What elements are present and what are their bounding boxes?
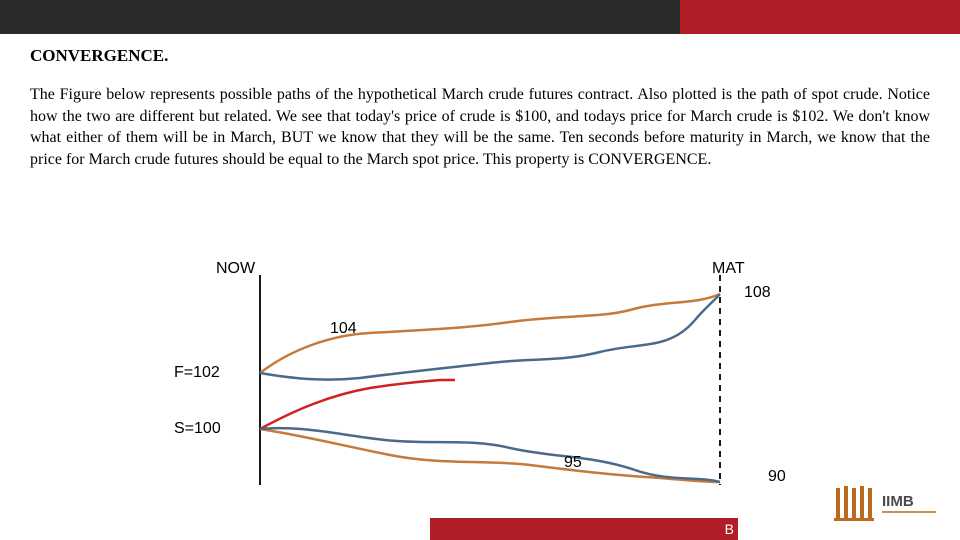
label-104: 104 [330, 320, 357, 338]
label-f102: F=102 [174, 364, 220, 382]
logo-text: IIMB [882, 493, 914, 510]
convergence-figure: NOW MAT 108 104 F=102 S=100 95 90 [160, 260, 800, 500]
label-95: 95 [564, 454, 582, 472]
header-bar-red [680, 0, 960, 34]
path-lower-red [260, 380, 455, 429]
label-90: 90 [768, 468, 786, 486]
body-paragraph: The Figure below represents possible pat… [30, 84, 930, 170]
label-s100: S=100 [174, 420, 221, 438]
iimb-logo: IIMB [832, 480, 942, 528]
page-title: CONVERGENCE. [30, 46, 930, 66]
content-area: CONVERGENCE. The Figure below represents… [0, 34, 960, 170]
header-bar [0, 0, 960, 34]
logo-pillars-icon [834, 486, 874, 521]
label-now: NOW [216, 260, 255, 278]
bottom-red-band: B [430, 518, 738, 540]
path-lower-blue [260, 428, 720, 482]
header-bar-dark [0, 0, 680, 34]
label-mat: MAT [712, 260, 745, 278]
figure-svg [160, 260, 800, 500]
label-108: 108 [744, 284, 771, 302]
path-upper-orange [260, 294, 720, 373]
